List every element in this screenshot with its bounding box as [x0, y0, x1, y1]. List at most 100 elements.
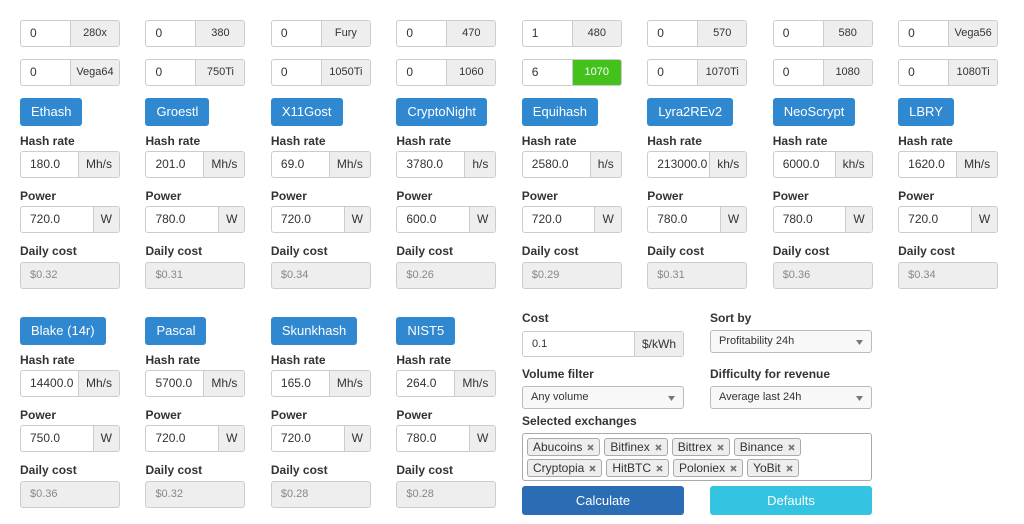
daily-cost-output: $0.32	[145, 481, 246, 508]
exchange-name: Cryptopia	[533, 461, 585, 475]
daily-cost-output: $0.29	[521, 262, 622, 289]
cost-input[interactable]: 0.1 $/kWh	[522, 331, 684, 357]
algorithm-toggle[interactable]: LBRY	[898, 98, 954, 126]
algorithm-toggle[interactable]: NeoScrypt	[772, 98, 856, 126]
exchanges-select[interactable]: Abucoins Bitfinex Bittrex Binance Cryptopia H…	[522, 433, 872, 481]
gpu-label: 1070Ti	[697, 60, 747, 85]
sort-by-select[interactable]: Profitability 24h	[710, 330, 872, 353]
input-unit: W	[343, 207, 370, 232]
power-input[interactable]: 780.0 W	[647, 206, 748, 233]
gpu-input[interactable]: 1 480	[521, 20, 622, 47]
exchange-tag[interactable]: Binance	[733, 438, 802, 456]
input-unit: W	[343, 426, 370, 451]
difficulty-select[interactable]: Average last 24h	[710, 386, 872, 409]
power-input[interactable]: 720.0 W	[270, 206, 371, 233]
hash-rate-input[interactable]: 213000.0 kh/s	[647, 151, 748, 178]
hash-rate-input[interactable]: 6000.0 kh/s	[772, 151, 873, 178]
input-value: 720.0	[531, 212, 562, 226]
power-input[interactable]: 600.0 W	[396, 206, 497, 233]
exchange-tag[interactable]: Bittrex	[671, 438, 730, 456]
daily-cost-output: $0.28	[396, 481, 497, 508]
power-input[interactable]: 720.0 W	[20, 206, 120, 233]
gpu-input[interactable]: 0 Fury	[270, 20, 371, 47]
hash-rate-input[interactable]: 5700.0 Mh/s	[145, 370, 246, 397]
power-input[interactable]: 750.0 W	[20, 425, 120, 452]
algorithm-toggle[interactable]: CryptoNight	[396, 98, 487, 126]
remove-icon[interactable]	[788, 443, 795, 451]
power-input[interactable]: 720.0 W	[521, 206, 622, 233]
algorithm-toggle[interactable]: Ethash	[20, 98, 83, 126]
exchange-name: Bittrex	[677, 440, 712, 454]
gpu-input[interactable]: 0 570	[647, 20, 748, 47]
gpu-input[interactable]: 0 Vega56	[898, 20, 999, 47]
algorithm-toggle[interactable]: Blake (14r)	[20, 317, 106, 345]
remove-icon[interactable]	[589, 464, 596, 472]
calculate-button[interactable]: Calculate	[522, 486, 684, 515]
exchange-tag[interactable]: Cryptopia	[527, 459, 603, 477]
gpu-input[interactable]: 0 380	[145, 20, 246, 47]
exchange-tag[interactable]: HitBTC	[606, 459, 670, 477]
daily-cost-output: $0.28	[270, 481, 371, 508]
exchange-tag[interactable]: Abucoins	[527, 438, 601, 456]
gpu-input[interactable]: 0 280x	[20, 20, 120, 47]
exchange-tag[interactable]: YoBit	[747, 459, 799, 477]
defaults-button[interactable]: Defaults	[710, 486, 872, 515]
gpu-input[interactable]: 0 580	[772, 20, 873, 47]
power-input[interactable]: 780.0 W	[396, 425, 497, 452]
gpu-input[interactable]: 0 1080	[772, 59, 873, 86]
hash-rate-input[interactable]: 1620.0 Mh/s	[898, 151, 999, 178]
remove-icon[interactable]	[786, 464, 793, 472]
power-input[interactable]: 720.0 W	[270, 425, 371, 452]
input-value: 720.0	[155, 431, 186, 445]
hash-rate-input[interactable]: 264.0 Mh/s	[396, 370, 497, 397]
algorithm-toggle[interactable]: Pascal	[145, 317, 207, 345]
exchange-tag[interactable]: Poloniex	[673, 459, 744, 477]
input-unit: W	[218, 207, 245, 232]
gpu-input[interactable]: 0 1070Ti	[647, 59, 748, 86]
algorithm-toggle[interactable]: Lyra2REv2	[647, 98, 734, 126]
algorithm-toggle[interactable]: X11Gost	[270, 98, 343, 126]
power-input[interactable]: 720.0 W	[898, 206, 999, 233]
volume-filter-select[interactable]: Any volume	[522, 386, 684, 409]
gpu-input[interactable]: 0 750Ti	[145, 59, 246, 86]
power-input[interactable]: 780.0 W	[772, 206, 873, 233]
gpu-input[interactable]: 0 470	[396, 20, 497, 47]
remove-icon[interactable]	[717, 443, 724, 451]
gpu-input[interactable]: 0 1060	[396, 59, 497, 86]
input-unit: W	[719, 207, 747, 232]
gpu-label: 1050Ti	[320, 60, 370, 85]
hash-rate-input[interactable]: 69.0 Mh/s	[270, 151, 371, 178]
hash-rate-input[interactable]: 3780.0 h/s	[396, 151, 497, 178]
input-unit: Mh/s	[328, 371, 370, 396]
remove-icon[interactable]	[656, 464, 663, 472]
gpu-count: 0	[657, 65, 664, 79]
remove-icon[interactable]	[655, 443, 662, 451]
input-value: 5700.0	[155, 376, 193, 390]
algorithm-toggle[interactable]: Groestl	[145, 98, 210, 126]
algorithm-toggle[interactable]: NIST5	[396, 317, 456, 345]
input-value: 3780.0	[406, 157, 444, 171]
hash-rate-label: Hash rate	[270, 353, 326, 367]
hash-rate-label: Hash rate	[898, 134, 953, 148]
algorithm-toggle[interactable]: Skunkhash	[270, 317, 358, 345]
dropdown-arrow	[856, 396, 863, 401]
algorithm-toggle[interactable]: Equihash	[521, 98, 599, 126]
power-input[interactable]: 780.0 W	[145, 206, 246, 233]
hash-rate-input[interactable]: 2580.0 h/s	[521, 151, 622, 178]
gpu-input[interactable]: 0 1050Ti	[270, 59, 371, 86]
hash-rate-input[interactable]: 180.0 Mh/s	[20, 151, 120, 178]
gpu-input[interactable]: 0 1080Ti	[898, 59, 999, 86]
gpu-input[interactable]: 6 1070	[521, 59, 622, 86]
daily-cost-label: Daily cost	[145, 463, 203, 477]
input-unit: $/kWh	[633, 332, 683, 356]
hash-rate-input[interactable]: 165.0 Mh/s	[270, 370, 371, 397]
hash-rate-label: Hash rate	[145, 134, 201, 148]
remove-icon[interactable]	[587, 443, 595, 451]
hash-rate-input[interactable]: 201.0 Mh/s	[145, 151, 246, 178]
power-input[interactable]: 720.0 W	[145, 425, 246, 452]
remove-icon[interactable]	[730, 464, 737, 472]
exchange-tag[interactable]: Bitfinex	[604, 438, 668, 456]
gpu-input[interactable]: 0 Vega64	[20, 59, 120, 86]
cost-label: Cost	[522, 311, 549, 325]
hash-rate-input[interactable]: 14400.0 Mh/s	[20, 370, 120, 397]
